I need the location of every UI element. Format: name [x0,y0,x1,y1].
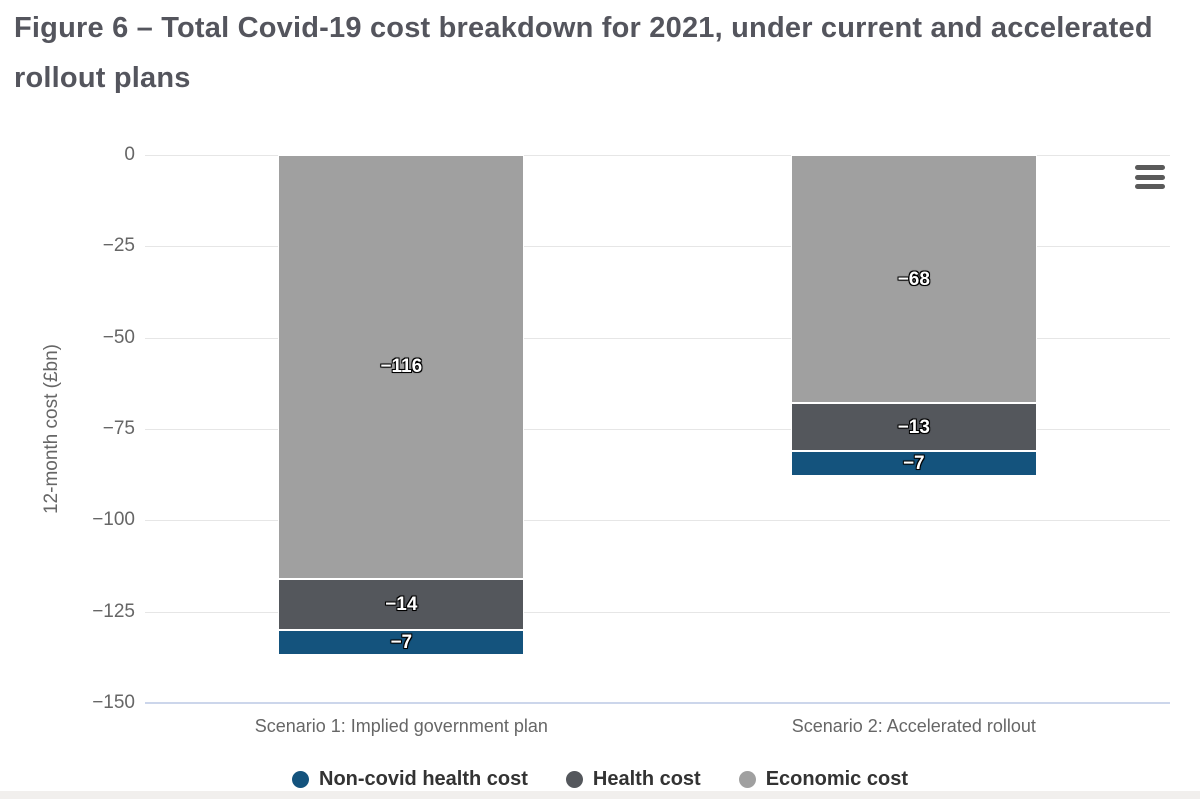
legend-item-non-covid-health-cost[interactable]: Non-covid health cost [292,768,528,791]
gridline [145,611,1170,613]
data-label: −13 [897,416,930,438]
gridline [145,520,1170,522]
legend-marker-icon [738,770,756,788]
data-label: −14 [385,593,418,615]
menu-bar [1135,174,1165,180]
gridline [145,246,1170,248]
y-axis-tick-label: −25 [102,235,135,257]
legend-marker-icon [292,770,309,788]
chart-context-menu-icon[interactable] [1135,165,1165,189]
x-category-label: Scenario 2: Accelerated rollout [791,716,1036,736]
page-bottom-edge [0,791,1200,799]
y-axis-title: 12-month cost (£bn) [41,343,62,515]
bar-segment-health-cost[interactable]: −13 [790,403,1037,451]
data-label: −68 [897,268,930,290]
x-axis-line [145,702,1170,704]
gridline [145,155,1170,156]
y-axis-tick-label: 0 [124,144,135,165]
y-axis-tick-label: −125 [92,600,135,622]
bar-segment-health-cost[interactable]: −14 [278,578,525,630]
legend-label: Non-covid health cost [319,767,528,790]
gridline [145,337,1170,339]
legend-label: Health cost [592,767,701,790]
menu-bar [1135,184,1165,189]
figure-title: Figure 6 – Total Covid-19 cost breakdown… [14,12,1153,94]
x-category-label: Scenario 1: Implied government plan [254,716,548,736]
legend-item-economic-cost[interactable]: Economic cost [738,767,908,791]
y-axis-tick-label: −100 [92,509,135,531]
menu-bar [1135,165,1165,170]
data-label: −116 [380,356,423,378]
legend-item-health-cost[interactable]: Health cost [565,767,701,791]
bar-segment-economic-cost[interactable]: −116 [278,155,525,579]
legend-label: Economic cost [765,767,908,790]
legend-marker-icon [565,770,583,788]
data-label: −7 [902,453,925,475]
y-axis-tick-label: −50 [102,326,135,348]
data-label: −7 [390,632,413,654]
chart-legend: Non-covid health cost Health cost Economic… [0,762,1200,796]
y-axis-tick-label: −150 [92,692,135,713]
gridline [145,429,1170,430]
bar-segment-economic-cost[interactable]: −68 [790,155,1037,404]
y-axis-tick-label: −75 [102,418,135,439]
bar-segment-non-covid-health-cost[interactable]: −7 [790,450,1037,477]
bar-segment-non-covid-health-cost[interactable]: −7 [278,629,525,656]
